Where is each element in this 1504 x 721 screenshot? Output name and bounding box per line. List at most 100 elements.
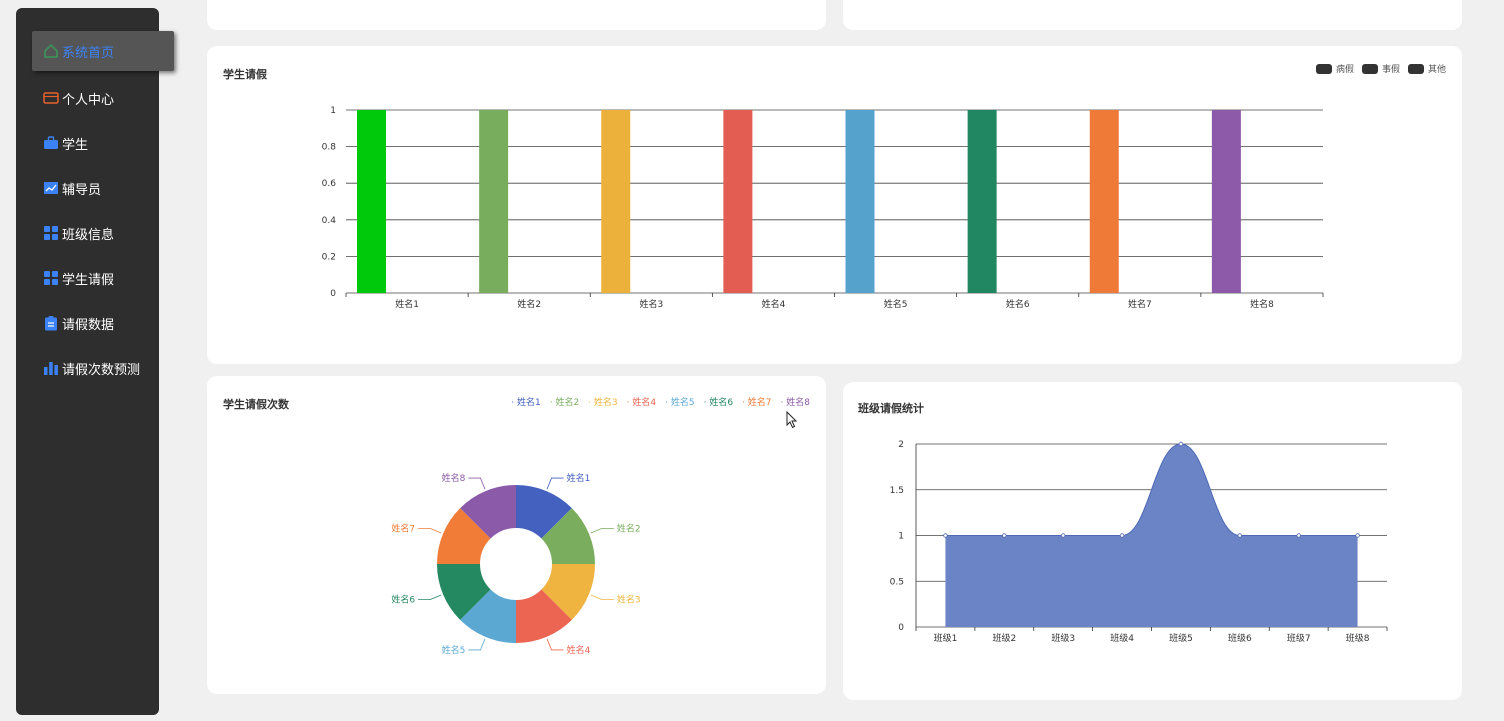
- legend-swatch[interactable]: [1361, 63, 1378, 74]
- sidebar-item-4[interactable]: 班级信息: [16, 214, 159, 252]
- legend-label[interactable]: 其他: [1427, 65, 1446, 75]
- pie-label-line: [546, 638, 564, 651]
- pie-legend-label: 姓名3: [593, 398, 618, 408]
- area-line: [945, 443, 1358, 536]
- area-chart-title: 班级请假统计: [858, 402, 924, 415]
- bar[interactable]: [1211, 110, 1241, 293]
- x-tick-label: 班级6: [1228, 632, 1252, 644]
- pie-slice-label: 姓名2: [617, 522, 641, 534]
- sidebar-item-label: 系统首页: [62, 45, 115, 61]
- data-point[interactable]: [1060, 533, 1066, 538]
- pie-legend-dot: ·: [511, 398, 517, 408]
- pie-slice[interactable]: [516, 485, 572, 539]
- y-tick-label: 2: [898, 440, 904, 450]
- pie-legend-item[interactable]: · 姓名4: [627, 395, 656, 408]
- top-left-card: [207, 0, 826, 30]
- pie-slice[interactable]: [541, 508, 595, 564]
- area-chart: 0 0.5 1 1.5 2 班级1 班级2 班级3 班级4 班级5 班级6 班级7 班级8: [890, 440, 1388, 644]
- y-tick-label: 0: [330, 289, 336, 299]
- sidebar-item-3[interactable]: 辅导员: [16, 169, 159, 207]
- pie-label-line: [468, 638, 486, 651]
- pie-legend-dot: ·: [588, 398, 594, 408]
- pie-label-line: [546, 477, 564, 490]
- data-point[interactable]: [1296, 533, 1301, 538]
- legend-label[interactable]: 事假: [1381, 65, 1400, 75]
- bar[interactable]: [1089, 110, 1119, 293]
- x-tick-label: 姓名6: [1006, 298, 1030, 310]
- pie-legend-label: 姓名8: [786, 398, 810, 408]
- bar[interactable]: [723, 110, 753, 293]
- sidebar-item-2[interactable]: 学生: [16, 124, 159, 162]
- pie-slice-label: 姓名6: [391, 594, 415, 606]
- sidebar-item-6[interactable]: 请假数据: [16, 304, 159, 342]
- data-point[interactable]: [1002, 533, 1007, 538]
- pie-legend-dot: ·: [780, 398, 787, 408]
- pie-legend-label: 姓名6: [709, 398, 734, 408]
- sidebar-item-label: 个人中心: [62, 92, 115, 108]
- x-tick-label: 姓名2: [517, 298, 541, 310]
- pie-legend-label: 姓名5: [670, 398, 695, 408]
- pie-chart-legend: · 姓名1 · 姓名2 · 姓名3 · 姓名4 · 姓名5 · 姓名6 · 姓名7 · 姓名8: [502, 395, 810, 408]
- sidebar-item-0[interactable]: 系统首页: [32, 31, 174, 71]
- sidebar-item-label: 学生: [62, 137, 89, 153]
- pie-legend-dot: ·: [549, 398, 556, 408]
- pie-slice[interactable]: [437, 508, 491, 564]
- pie-legend-item[interactable]: · 姓名2: [550, 395, 579, 408]
- y-tick-label: 1.5: [890, 486, 904, 496]
- pie-slice[interactable]: [460, 485, 516, 539]
- sidebar-item-5[interactable]: 学生请假: [16, 259, 159, 297]
- data-point[interactable]: [1355, 533, 1360, 538]
- sidebar-item-1[interactable]: 个人中心: [16, 79, 159, 117]
- data-point[interactable]: [1178, 441, 1184, 447]
- pie-legend-item[interactable]: · 姓名8: [781, 395, 810, 408]
- bar-chart: 0 0.2 0.4 0.6 0.8 1 姓名1 姓名2 姓名3 姓名4 姓名5 姓名6 姓名7 姓名8: [322, 106, 1324, 310]
- pie-legend-dot: ·: [742, 398, 748, 408]
- data-point[interactable]: [943, 533, 948, 538]
- pie-label-line: [418, 594, 442, 600]
- pie-slice[interactable]: [437, 564, 491, 620]
- bar[interactable]: [967, 110, 997, 293]
- pie-legend-item[interactable]: · 姓名3: [588, 395, 617, 408]
- mouse-cursor-icon: [786, 411, 798, 429]
- pie-slice-label: 姓名5: [442, 644, 466, 656]
- bar-chart-legend: 病假 事假 其他: [1308, 62, 1446, 75]
- bar[interactable]: [357, 110, 386, 293]
- y-tick-label: 0.4: [322, 216, 337, 226]
- pie-legend-item[interactable]: · 姓名1: [511, 395, 540, 408]
- sidebar-item-7[interactable]: 请假次数预测: [16, 349, 159, 387]
- pie-legend-dot: ·: [703, 398, 710, 408]
- bar-chart-title: 学生请假: [223, 68, 267, 81]
- pie-slice[interactable]: [516, 589, 572, 643]
- x-tick-label: 班级3: [1051, 632, 1075, 644]
- grid-icon: [43, 270, 59, 286]
- pie-legend-item[interactable]: · 姓名6: [704, 395, 733, 408]
- leave-bar-chart-card: 学生请假 病假 事假 其他 0 0.2 0.4 0.6 0.8 1 姓名1 姓名2 姓名3 姓名4 姓名…: [207, 46, 1462, 364]
- legend-swatch[interactable]: [1407, 63, 1424, 74]
- sidebar-item-label: 学生请假: [62, 272, 115, 288]
- y-tick-label: 0: [898, 623, 904, 633]
- bar[interactable]: [479, 110, 509, 293]
- bar[interactable]: [601, 110, 631, 293]
- data-point[interactable]: [1119, 533, 1125, 538]
- pie-legend-dot: ·: [665, 398, 671, 408]
- pie-slice[interactable]: [541, 564, 595, 620]
- y-tick-label: 0.6: [322, 179, 337, 189]
- legend-label[interactable]: 病假: [1335, 65, 1354, 75]
- pie-legend-label: 姓名1: [516, 398, 541, 408]
- pie-legend-item[interactable]: · 姓名7: [742, 395, 771, 408]
- legend-swatch[interactable]: [1315, 63, 1332, 74]
- x-tick-label: 姓名1: [395, 298, 419, 310]
- pie-legend-item[interactable]: · 姓名5: [665, 395, 694, 408]
- pie-slice-label: 姓名8: [442, 472, 466, 484]
- pie-slice-label: 姓名4: [567, 644, 591, 656]
- bar[interactable]: [845, 110, 875, 293]
- pie-chart: 姓名1 姓名2 姓名3 姓名4 姓名5 姓名6 姓名7 姓名8: [391, 472, 641, 656]
- pie-label-line: [590, 528, 614, 534]
- pie-slice[interactable]: [460, 589, 516, 643]
- sidebar: [16, 8, 159, 715]
- pie-label-line: [468, 477, 486, 490]
- x-tick-label: 班级2: [992, 632, 1016, 644]
- x-tick-label: 姓名4: [762, 298, 786, 310]
- pie-legend-label: 姓名2: [555, 398, 580, 408]
- data-point[interactable]: [1237, 533, 1243, 538]
